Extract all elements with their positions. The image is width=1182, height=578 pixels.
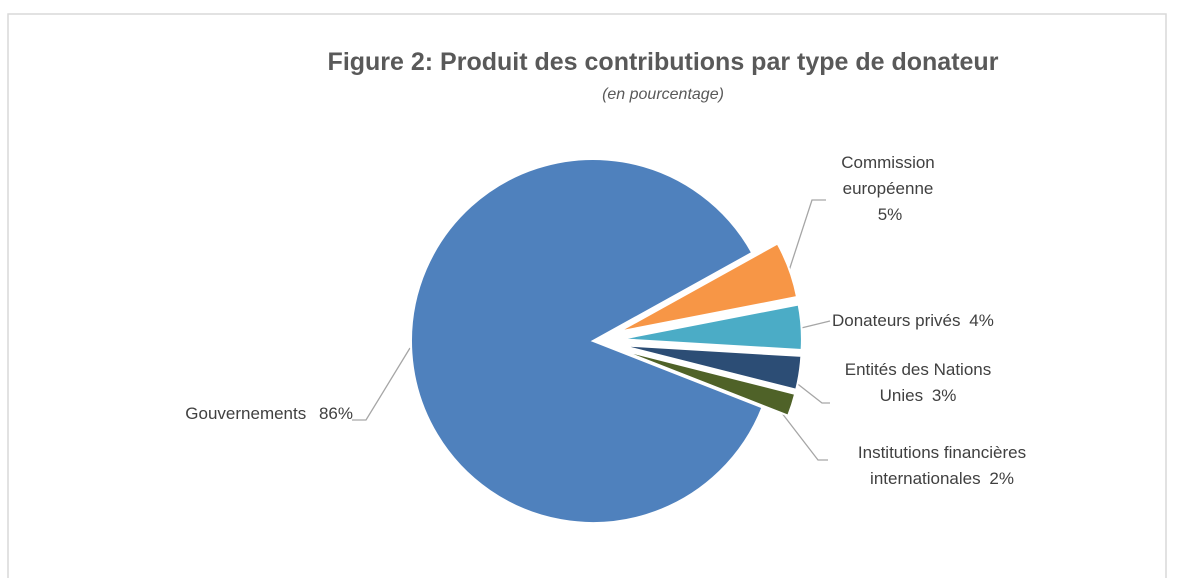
- pie-slice: [617, 242, 799, 333]
- value-label: 86%: [318, 404, 353, 423]
- category-name: Entités des Nations Unies: [844, 360, 992, 405]
- value-label: 3%: [931, 386, 957, 405]
- pie-slice: [410, 158, 764, 524]
- category-name: Donateurs privés: [832, 311, 961, 330]
- slice-label: Donateurs privés 4%: [832, 308, 1052, 334]
- pie-slice: [619, 303, 803, 352]
- leader-line: [352, 347, 411, 421]
- slice-label: Commission européenne 5%: [827, 150, 949, 228]
- category-name: Gouvernements: [185, 404, 307, 423]
- value-label: 2%: [989, 469, 1014, 488]
- leader-line: [784, 199, 826, 284]
- slice-label: Gouvernements 86%: [93, 401, 353, 427]
- leader-line: [777, 407, 828, 461]
- chart-title: Figure 2: Produit des contributions par …: [327, 48, 999, 76]
- slice-label: Institutions financières internationales…: [834, 440, 1050, 492]
- category-name: Commission européenne: [841, 153, 935, 198]
- slice-label: Entités des Nations Unies 3%: [832, 357, 1004, 409]
- value-label: 4%: [969, 311, 994, 330]
- leader-line: [789, 377, 830, 404]
- frame: [7, 13, 1167, 578]
- pie-slice: [619, 344, 803, 391]
- value-label: 5%: [877, 205, 903, 224]
- chart-subtitle: (en pourcentage): [602, 86, 724, 103]
- category-name: Institutions financières internationales: [857, 443, 1027, 488]
- pie-slice: [618, 348, 797, 417]
